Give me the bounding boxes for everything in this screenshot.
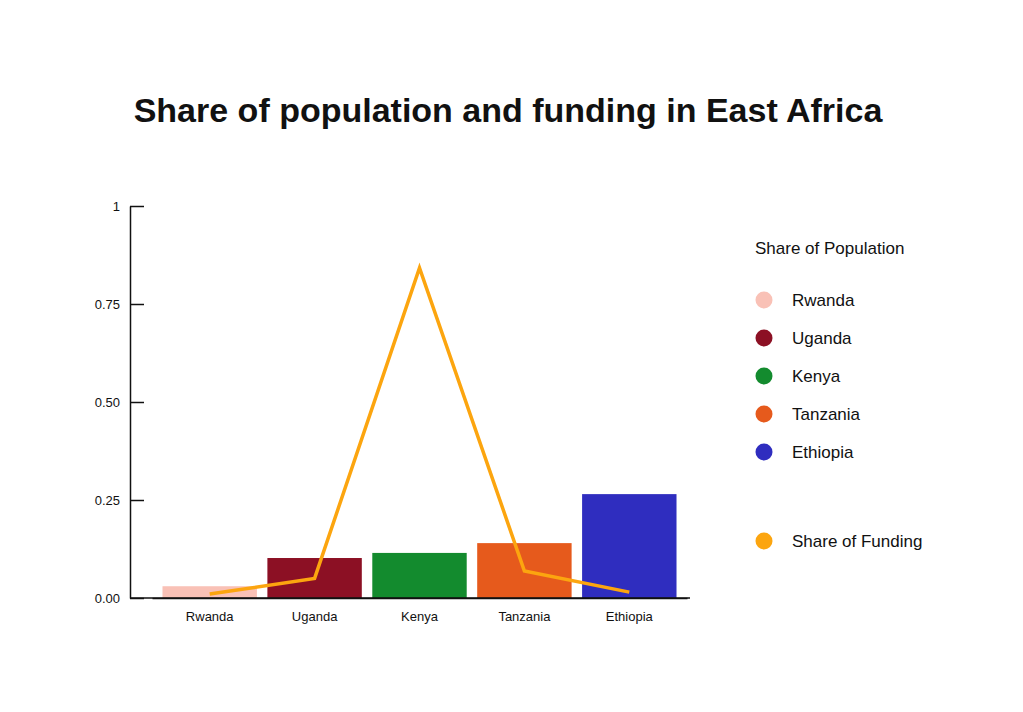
y-tick-mark bbox=[130, 500, 144, 502]
x-axis: Rwanda Uganda Kenya Tanzania Ethiopia bbox=[130, 598, 690, 624]
legend-label: Uganda bbox=[792, 329, 852, 348]
legend-label: Kenya bbox=[792, 367, 841, 386]
x-tick: Tanzania bbox=[498, 598, 551, 624]
legend: Share of Population Rwanda Uganda Kenya Tanz… bbox=[755, 239, 922, 551]
legend-swatch bbox=[756, 292, 773, 309]
legend-label: Rwanda bbox=[792, 291, 855, 310]
line bbox=[210, 268, 630, 594]
x-tick-label: Rwanda bbox=[186, 609, 234, 624]
y-tick: 0.25 bbox=[95, 493, 144, 508]
y-tick: 0.75 bbox=[95, 297, 144, 312]
y-tick-label: 0.50 bbox=[95, 395, 120, 410]
chart-title: Share of population and funding in East … bbox=[134, 91, 884, 129]
legend-label: Tanzania bbox=[792, 405, 861, 424]
legend-label: Share of Funding bbox=[792, 532, 922, 551]
x-tick: Rwanda bbox=[186, 598, 234, 624]
legend-swatch bbox=[756, 330, 773, 347]
y-tick: 1 bbox=[113, 199, 144, 214]
y-tick-label: 0.75 bbox=[95, 297, 120, 312]
legend-label: Ethiopia bbox=[792, 443, 854, 462]
y-tick-mark bbox=[130, 206, 144, 208]
x-tick-label: Tanzania bbox=[498, 609, 551, 624]
y-tick: 0.50 bbox=[95, 395, 144, 410]
plot-area bbox=[162, 268, 676, 598]
y-tick-mark bbox=[130, 304, 144, 306]
y-tick-mark bbox=[130, 402, 144, 404]
legend-swatch bbox=[756, 533, 773, 550]
x-baseline bbox=[130, 597, 690, 599]
y-axis: 0.00 0.25 0.50 0.75 1 bbox=[95, 199, 144, 606]
y-tick-label: 0.25 bbox=[95, 493, 120, 508]
legend-swatch bbox=[756, 368, 773, 385]
legend-header: Share of Population bbox=[755, 239, 904, 258]
chart-root: Share of population and funding in East … bbox=[0, 0, 1023, 712]
y-tick-label: 0.00 bbox=[95, 591, 120, 606]
y-tick-label: 1 bbox=[113, 199, 120, 214]
bar bbox=[582, 494, 676, 598]
x-tick: Uganda bbox=[292, 598, 338, 624]
x-tick: Ethiopia bbox=[606, 598, 654, 624]
legend-swatch bbox=[756, 406, 773, 423]
x-tick-label: Ethiopia bbox=[606, 609, 654, 624]
legend-swatch bbox=[756, 444, 773, 461]
x-tick-label: Kenya bbox=[401, 609, 439, 624]
x-tick: Kenya bbox=[401, 598, 439, 624]
bar bbox=[372, 553, 466, 598]
x-tick-label: Uganda bbox=[292, 609, 338, 624]
